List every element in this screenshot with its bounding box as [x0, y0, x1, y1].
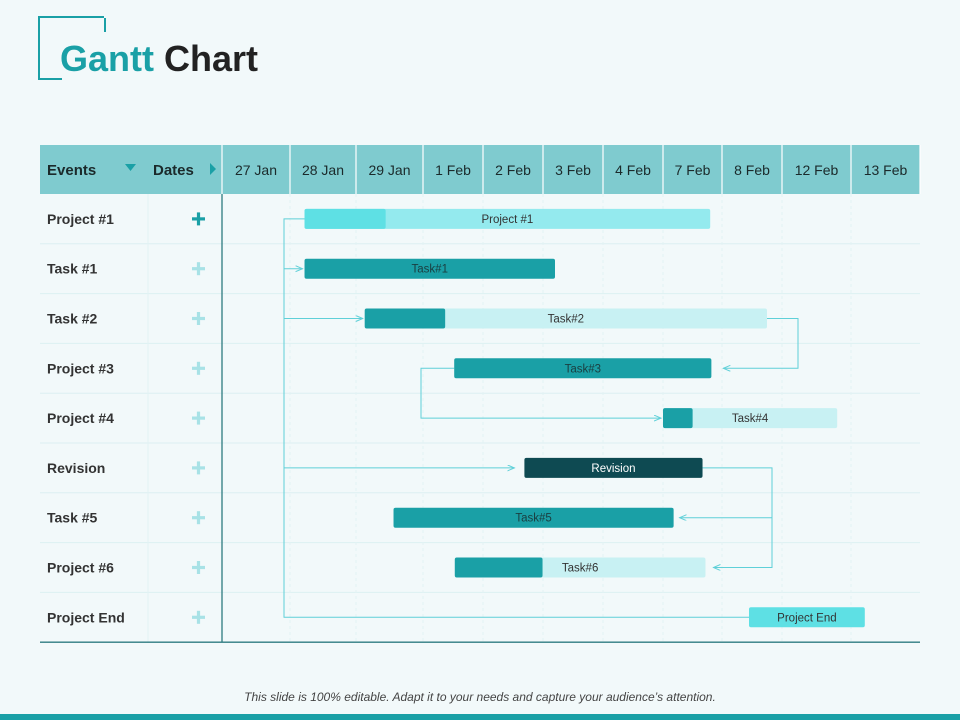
gantt-bar-track	[454, 358, 712, 379]
plus-icon	[192, 461, 205, 475]
row-label: Task #2	[47, 311, 98, 327]
events-header-label: Events	[47, 162, 96, 179]
bottom-accent-bar	[0, 714, 960, 720]
row-label: Task #5	[47, 510, 98, 526]
gantt-bar-track	[304, 258, 555, 279]
date-column-header: 27 Jan	[235, 162, 277, 178]
title-bracket-decoration	[38, 16, 106, 80]
gantt-bar: Task#4	[663, 408, 838, 429]
date-column-header: 8 Feb	[734, 162, 770, 178]
plus-icon-stem	[196, 561, 201, 574]
plus-icon-stem	[196, 511, 201, 525]
gantt-bar-label: Project End	[777, 612, 836, 624]
gantt-bar-label: Project #1	[481, 214, 533, 226]
date-column-header: 7 Feb	[675, 162, 711, 178]
title-part-accent: Gantt	[60, 38, 154, 79]
gantt-bar-progress	[663, 408, 693, 429]
gantt-bar-label: Task#3	[565, 363, 601, 375]
plus-icon	[192, 610, 205, 624]
plus-icon-stem	[196, 212, 201, 226]
plus-icon	[192, 361, 205, 375]
gantt-bar: Revision	[524, 457, 703, 478]
row-label: Project #3	[47, 360, 114, 376]
gantt-bar: Task#6	[454, 557, 706, 578]
plus-icon-stem	[196, 461, 201, 475]
plus-icon-stem	[196, 262, 201, 276]
gantt-bar-label: Task#2	[548, 314, 584, 326]
gantt-bar-label: Task#4	[732, 413, 769, 425]
chevron-right-icon	[210, 163, 216, 175]
date-column-header: 29 Jan	[368, 162, 410, 178]
plus-icon	[192, 511, 205, 525]
row-label: Project #1	[47, 211, 114, 227]
gantt-bar-label: Task#1	[412, 264, 448, 276]
gantt-bar: Task#2	[364, 308, 767, 329]
gantt-bar-label: Revision	[591, 463, 635, 475]
connector-task2-to-task3	[723, 318, 799, 369]
gantt-bar-track	[663, 408, 838, 429]
connector-task3-to-task4	[420, 367, 661, 418]
row-label: Project End	[47, 609, 125, 625]
gantt-bar: Task#1	[304, 258, 555, 279]
gantt-bar-track	[749, 607, 865, 628]
connector-lines	[283, 218, 799, 618]
date-column-header: 4 Feb	[615, 162, 651, 178]
gantt-bar-progress	[304, 208, 386, 229]
gantt-bar-progress	[454, 557, 543, 578]
plus-icon	[192, 561, 205, 574]
main-trunk-connector	[283, 218, 749, 618]
footer-note: This slide is 100% editable. Adapt it to…	[244, 690, 716, 704]
date-column-header: 3 Feb	[555, 162, 591, 178]
plus-icon-stem	[196, 312, 201, 325]
gantt-bar: Task#3	[454, 358, 712, 379]
plus-icon-stem	[196, 361, 201, 375]
gantt-bar-track	[393, 507, 674, 528]
gantt-bar-track	[364, 308, 767, 329]
date-column-header: 12 Feb	[795, 162, 839, 178]
plus-icon	[192, 411, 205, 425]
row-label: Task #1	[47, 261, 98, 277]
gantt-bar-track	[524, 457, 703, 478]
gantt-bar: Project End	[749, 607, 865, 628]
gantt-bar: Project #1	[304, 208, 711, 229]
date-column-header: 28 Jan	[302, 162, 344, 178]
date-column-header: 1 Feb	[435, 162, 471, 178]
gantt-bar-progress	[364, 308, 446, 329]
row-label: Project #4	[47, 410, 114, 426]
gantt-bar-label: Task#5	[515, 513, 551, 525]
plus-icon	[192, 312, 205, 325]
dates-header-label: Dates	[153, 162, 194, 179]
title-part-main: Chart	[164, 38, 259, 79]
chevron-down-icon	[125, 164, 136, 171]
page-title: Gantt Chart	[60, 38, 258, 80]
gantt-bar: Task#5	[393, 507, 674, 528]
plus-icon	[192, 262, 205, 276]
date-column-header: 13 Feb	[864, 162, 908, 178]
header-band	[40, 145, 920, 194]
plus-icon-stem	[196, 411, 201, 425]
row-label: Revision	[47, 460, 105, 476]
date-column-header: 2 Feb	[495, 162, 531, 178]
plus-icon-stem	[196, 610, 201, 624]
plus-icon	[192, 212, 205, 226]
gantt-bar-track	[304, 208, 711, 229]
gantt-bar-label: Task#6	[562, 563, 598, 575]
row-label: Project #6	[47, 560, 114, 576]
